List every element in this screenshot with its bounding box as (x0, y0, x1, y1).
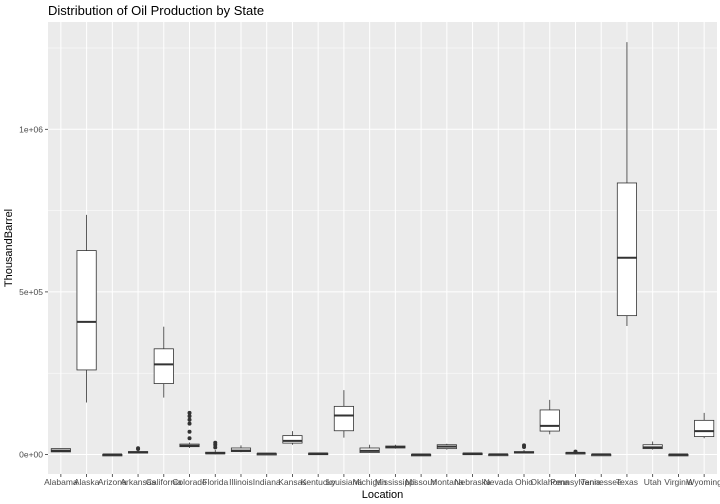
outlier-point (187, 414, 192, 419)
box-pennsylvania (565, 449, 586, 455)
y-tick-label: 5e+05 (19, 287, 43, 297)
x-tick-label: Utah (644, 477, 662, 487)
x-tick-label: Alaska (74, 477, 100, 487)
x-tick-label: Virginia (664, 477, 692, 487)
box-utah (642, 441, 663, 450)
y-tick-label: 1e+06 (19, 124, 43, 134)
x-tick-label: Missouri (405, 477, 437, 487)
box-montana (436, 443, 457, 450)
x-axis-title: Location (362, 489, 404, 501)
box-texas (616, 42, 637, 327)
outlier-point (573, 449, 578, 454)
box-kentucky (308, 452, 329, 456)
box-body (76, 250, 97, 371)
y-axis-title: ThousandBarrel (3, 209, 15, 287)
box-nevada (488, 453, 509, 457)
box-indiana (256, 452, 277, 456)
box-tennessee (591, 453, 612, 457)
box-wyoming (694, 412, 715, 439)
y-tick-label: 0e+00 (19, 449, 43, 459)
x-tick-label: Montana (430, 477, 463, 487)
x-tick-label: Kansas (278, 477, 306, 487)
box-body (282, 435, 303, 444)
x-tick-label: Louisiana (326, 477, 363, 487)
chart-title: Distribution of Oil Production by State (48, 3, 264, 18)
box-virginia (668, 453, 689, 457)
box-missouri (411, 453, 432, 457)
box-body (333, 405, 354, 432)
box-california (153, 326, 174, 398)
box-mississippi (385, 444, 406, 449)
x-tick-label: Nebraska (454, 477, 491, 487)
outlier-point (136, 446, 141, 451)
box-michigan (359, 444, 380, 453)
plot-panel (48, 22, 717, 474)
x-tick-label: Michigan (353, 477, 387, 487)
box-body (539, 409, 560, 432)
box-body (616, 182, 637, 317)
x-tick-label: Nevada (484, 477, 514, 487)
x-tick-label: Texas (616, 477, 638, 487)
box-body (153, 348, 174, 384)
outlier-point (187, 421, 192, 426)
box-nebraska (462, 452, 483, 456)
y-axis: 0e+00 5e+05 1e+06 (19, 124, 48, 459)
x-tick-label: Ohio (515, 477, 533, 487)
x-tick-label: Mississippi (375, 477, 416, 487)
box-kansas (282, 431, 303, 445)
box-florida (205, 440, 226, 455)
x-tick-label: Colorado (172, 477, 207, 487)
outlier-point (187, 429, 192, 434)
x-tick-label: Indiana (253, 477, 281, 487)
x-tick-label: Tennessee (581, 477, 622, 487)
x-tick-label: Kentucky (301, 477, 337, 487)
outlier-point (187, 436, 192, 441)
gridlines (48, 22, 717, 474)
box-oklahoma (539, 399, 560, 435)
box-arkansas (128, 446, 149, 454)
x-tick-label: Florida (202, 477, 228, 487)
x-tick-label: Alabama (44, 477, 78, 487)
x-tick-label: Oklahoma (530, 477, 569, 487)
x-tick-label: Pennsylvania (550, 477, 601, 487)
outlier-point (187, 417, 192, 422)
box-louisiana (333, 390, 354, 438)
x-tick-label: California (146, 477, 182, 487)
box-colorado (179, 410, 200, 448)
x-axis: AlabamaAlaskaArizonaArkansasCaliforniaCo… (44, 474, 720, 487)
outlier-point (522, 443, 527, 448)
x-tick-label: Illinois (229, 477, 253, 487)
x-tick-label: Arizona (98, 477, 127, 487)
box-alabama (50, 448, 71, 453)
x-tick-label: Wyoming (686, 477, 720, 487)
box-ohio (513, 443, 535, 454)
box-illinois (230, 445, 252, 453)
x-tick-label: Arkansas (120, 477, 155, 487)
box-alaska (76, 214, 97, 403)
boxes (50, 42, 715, 457)
outlier-point (187, 410, 192, 415)
outlier-point (213, 440, 218, 445)
box-arizona (102, 453, 123, 457)
box-body (694, 419, 715, 438)
